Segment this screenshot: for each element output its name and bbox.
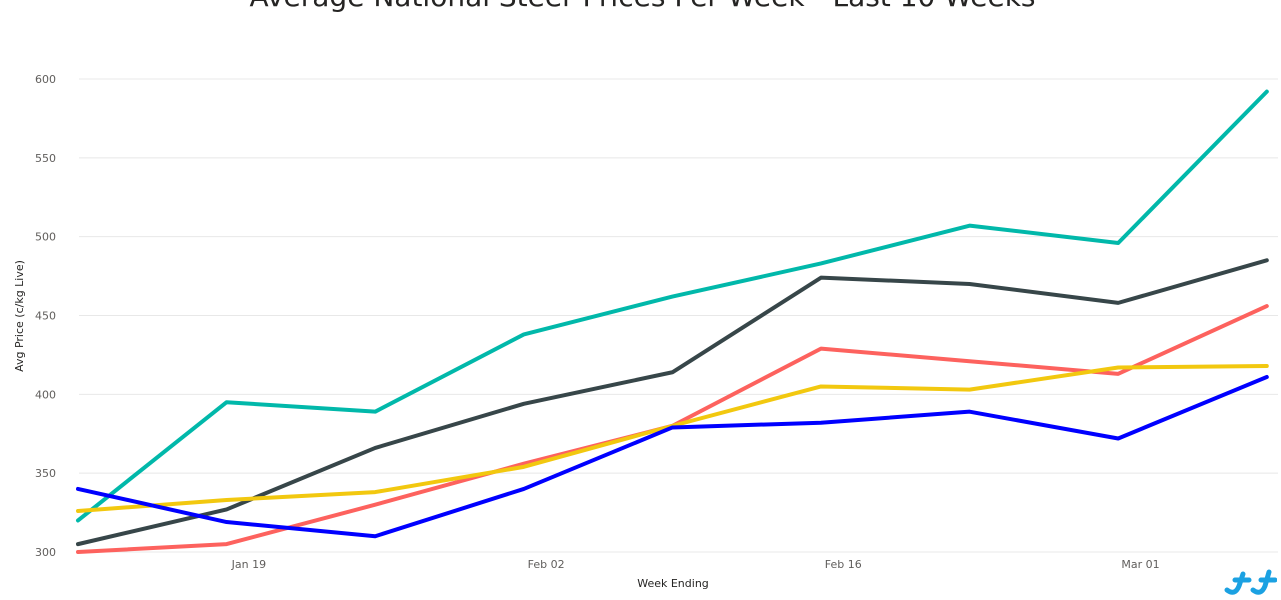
y-tick-label: 550: [35, 152, 56, 165]
x-axis-title: Week Ending: [637, 577, 709, 590]
brand-logo-icon: [1223, 568, 1278, 600]
series-line-5[interactable]: [76, 374, 1269, 539]
chart-title: Average National Steer Prices Per Week -…: [0, 0, 1281, 13]
x-tick-label: Feb 16: [825, 558, 862, 571]
y-tick-label: 500: [35, 231, 56, 244]
series-line-1[interactable]: [76, 89, 1269, 523]
x-tick-label: Jan 19: [231, 558, 266, 571]
series-line-4[interactable]: [76, 363, 1269, 514]
gridlines: [79, 78, 1278, 553]
y-axis-title: Avg Price (c/kg Live): [13, 260, 26, 372]
y-tick-label: 600: [35, 73, 56, 86]
y-tick-label: 450: [35, 310, 56, 323]
y-tick-label: 350: [35, 467, 56, 480]
y-tick-label: 400: [35, 388, 56, 401]
series-line-2[interactable]: [76, 258, 1269, 547]
y-axis-ticks: 600 550 500 450 400 350 300: [35, 73, 56, 559]
x-axis-ticks: Jan 19 Feb 02 Feb 16 Mar 01: [231, 558, 1160, 571]
series-group: [76, 89, 1269, 554]
y-tick-label: 300: [35, 546, 56, 559]
x-tick-label: Feb 02: [528, 558, 565, 571]
x-tick-label: Mar 01: [1121, 558, 1159, 571]
